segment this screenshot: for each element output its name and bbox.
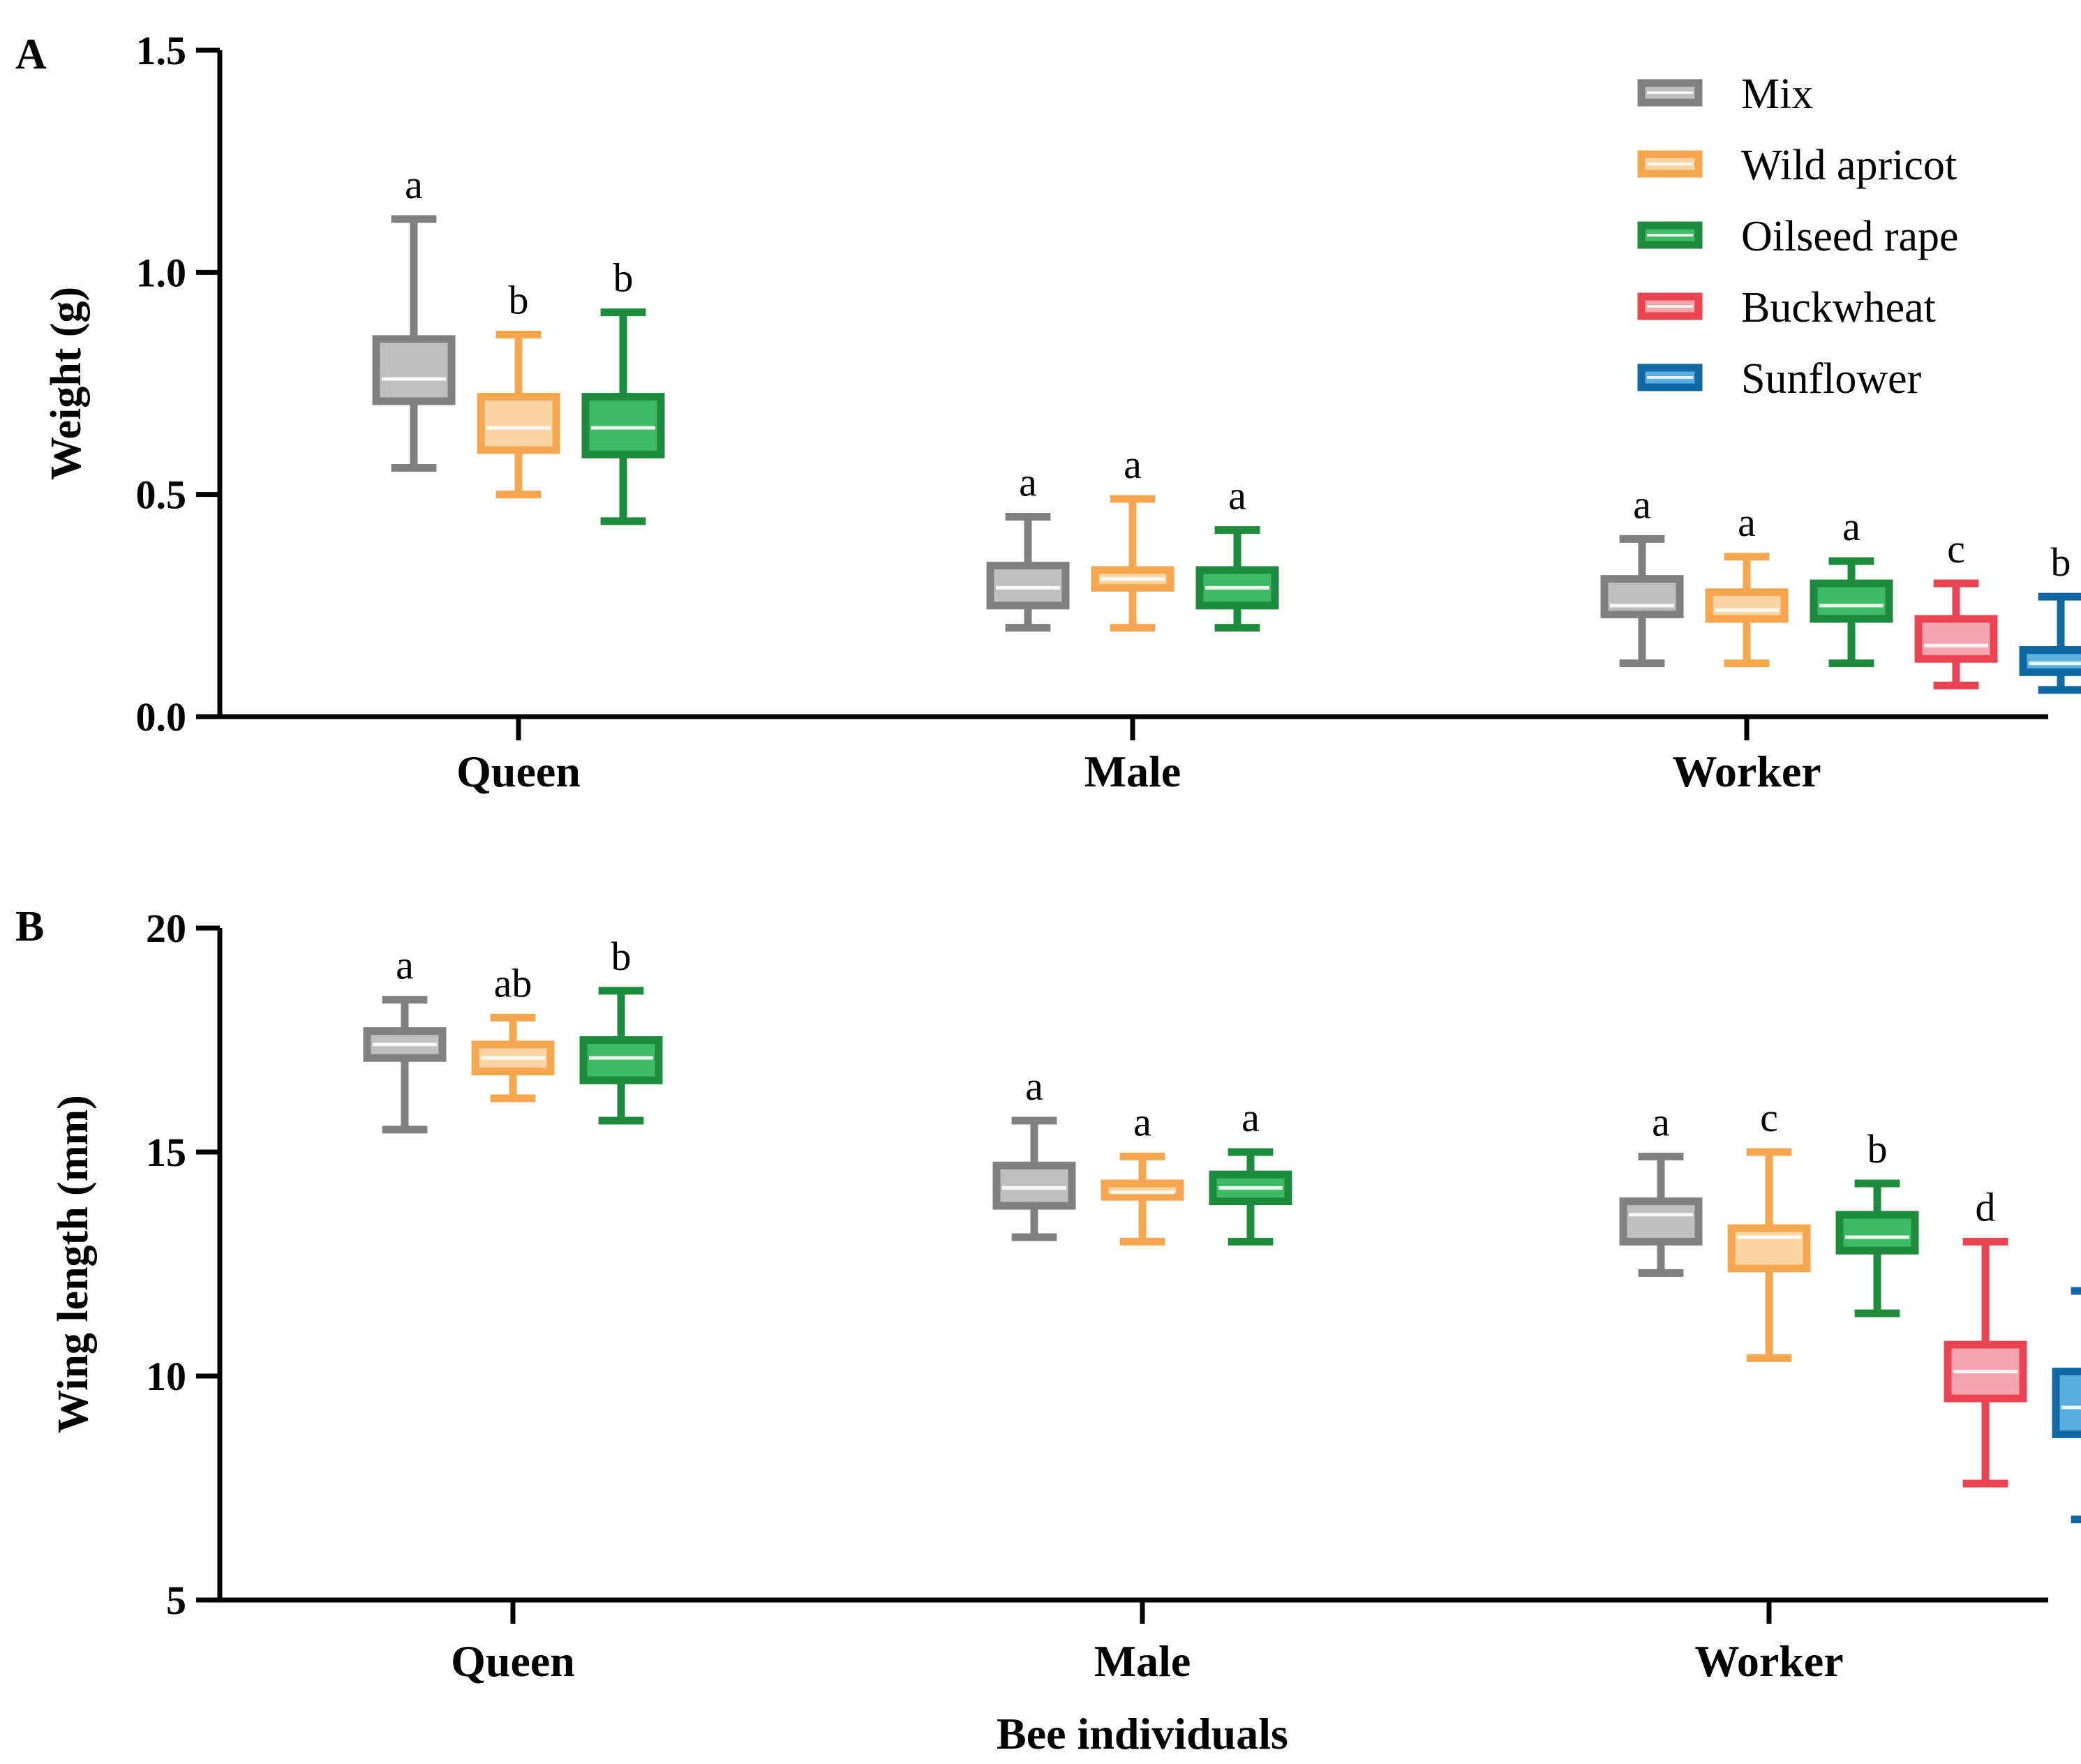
y-tick-label: 10: [146, 1354, 186, 1399]
box-wild-apricot: c: [1727, 1095, 1811, 1362]
box-mix: a: [1619, 1099, 1703, 1277]
box-wild-apricot: a: [1091, 442, 1174, 632]
y-tick-label: 5: [166, 1578, 186, 1623]
significance-letter: a: [405, 162, 423, 207]
significance-letter: ab: [494, 960, 532, 1006]
significance-letter: a: [396, 943, 414, 988]
significance-letter: a: [1842, 504, 1860, 549]
iqr-box: [1914, 615, 1998, 663]
significance-letter: a: [1019, 460, 1037, 505]
iqr-box: [372, 335, 456, 405]
panel-label: B: [15, 903, 44, 950]
box-buckwheat: c: [1914, 526, 1998, 689]
iqr-box: [1619, 1197, 1703, 1246]
iqr-box: [2019, 646, 2081, 676]
box-sunflower: b: [2019, 539, 2081, 694]
box-mix: a: [363, 943, 447, 1134]
legend: Mix Wild apricot Oilseed rape Buckwheat Sunf…: [1637, 70, 1959, 403]
x-tick-label: Queen: [456, 747, 581, 796]
iqr-box: [581, 393, 665, 458]
box-oilseed-rape: a: [1209, 1095, 1292, 1246]
panel-a: A 0.0 0.5 1.0 1.5 Weight (g) Queen a b b Male a a a Wo…: [15, 28, 2081, 796]
significance-letter: a: [1228, 473, 1246, 518]
legend-label: Mix: [1741, 70, 1813, 118]
y-axis-title: Weight (g): [43, 287, 90, 480]
y-tick-label: 15: [146, 1130, 186, 1175]
significance-letter: a: [1133, 1099, 1151, 1144]
significance-letter: b: [1867, 1126, 1888, 1172]
x-tick-label: Male: [1094, 1636, 1191, 1686]
significance-letter: c: [1760, 1095, 1778, 1140]
box-oilseed-rape: b: [1835, 1126, 1919, 1317]
significance-letter: a: [1124, 442, 1142, 487]
x-axis-title: Bee individuals: [997, 1709, 1288, 1758]
box-wild-apricot: ab: [471, 960, 555, 1102]
y-axis-title: Wing length (mm): [50, 1095, 97, 1433]
legend-item-oilseed-rape: Oilseed rape: [1637, 213, 1959, 260]
y-tick-label: 20: [146, 906, 186, 951]
legend-label: Oilseed rape: [1741, 213, 1959, 260]
box-mix: a: [986, 460, 1070, 632]
iqr-box: [1705, 588, 1789, 623]
x-tick-label: Worker: [1694, 1636, 1843, 1686]
panel-label: A: [15, 31, 47, 78]
y-tick-label: 0.5: [136, 472, 187, 518]
iqr-box: [2052, 1368, 2081, 1438]
x-tick-label: Worker: [1672, 747, 1821, 796]
legend-item-wild-apricot: Wild apricot: [1637, 142, 1957, 189]
iqr-box: [1600, 575, 1684, 619]
significance-letter: a: [1738, 500, 1756, 545]
box-mix: a: [992, 1063, 1076, 1241]
significance-letter: b: [2051, 539, 2071, 585]
box-buckwheat: d: [1944, 1184, 2027, 1488]
y-tick-label: 0.0: [136, 694, 187, 740]
legend-item-sunflower: Sunflower: [1637, 355, 1922, 403]
legend-label: Wild apricot: [1741, 142, 1957, 189]
box-oilseed-rape: a: [1195, 473, 1279, 632]
iqr-box: [1810, 579, 1893, 623]
significance-letter: d: [1976, 1184, 1996, 1229]
iqr-box: [1727, 1224, 1811, 1273]
box-sunflower: e: [2052, 1287, 2081, 1523]
legend-label: Buckwheat: [1741, 284, 1936, 331]
significance-letter: c: [1947, 526, 1965, 571]
legend-item-buckwheat: Buckwheat: [1637, 284, 1936, 331]
box-wild-apricot: b: [477, 277, 560, 499]
iqr-box: [992, 1161, 1076, 1210]
significance-letter: b: [509, 277, 529, 322]
significance-letter: a: [1652, 1099, 1670, 1144]
legend-item-mix: Mix: [1637, 70, 1813, 118]
significance-letter: a: [1241, 1095, 1260, 1140]
box-oilseed-rape: b: [579, 934, 663, 1125]
significance-letter: b: [611, 934, 632, 979]
box-mix: a: [1600, 481, 1684, 668]
x-tick-label: Queen: [451, 1636, 575, 1686]
iqr-box: [477, 393, 560, 454]
legend-label: Sunflower: [1741, 355, 1922, 403]
y-tick-label: 1.5: [136, 28, 187, 73]
iqr-box: [1101, 1179, 1184, 1201]
significance-letter: a: [1025, 1063, 1043, 1109]
box-mix: a: [372, 162, 456, 472]
box-wild-apricot: a: [1101, 1099, 1184, 1246]
x-tick-label: Male: [1084, 747, 1181, 796]
iqr-box: [1835, 1211, 1919, 1255]
significance-letter: b: [613, 255, 634, 301]
panel-b: B 5 10 15 20 Wing length (mm) Bee individuals Q…: [15, 903, 2081, 1758]
y-tick-label: 1.0: [136, 250, 187, 295]
iqr-box: [986, 562, 1070, 610]
significance-letter: a: [1633, 481, 1651, 527]
box-oilseed-rape: a: [1810, 504, 1893, 668]
box-wild-apricot: a: [1705, 500, 1789, 668]
iqr-box: [579, 1036, 663, 1084]
box-oilseed-rape: b: [581, 255, 665, 525]
